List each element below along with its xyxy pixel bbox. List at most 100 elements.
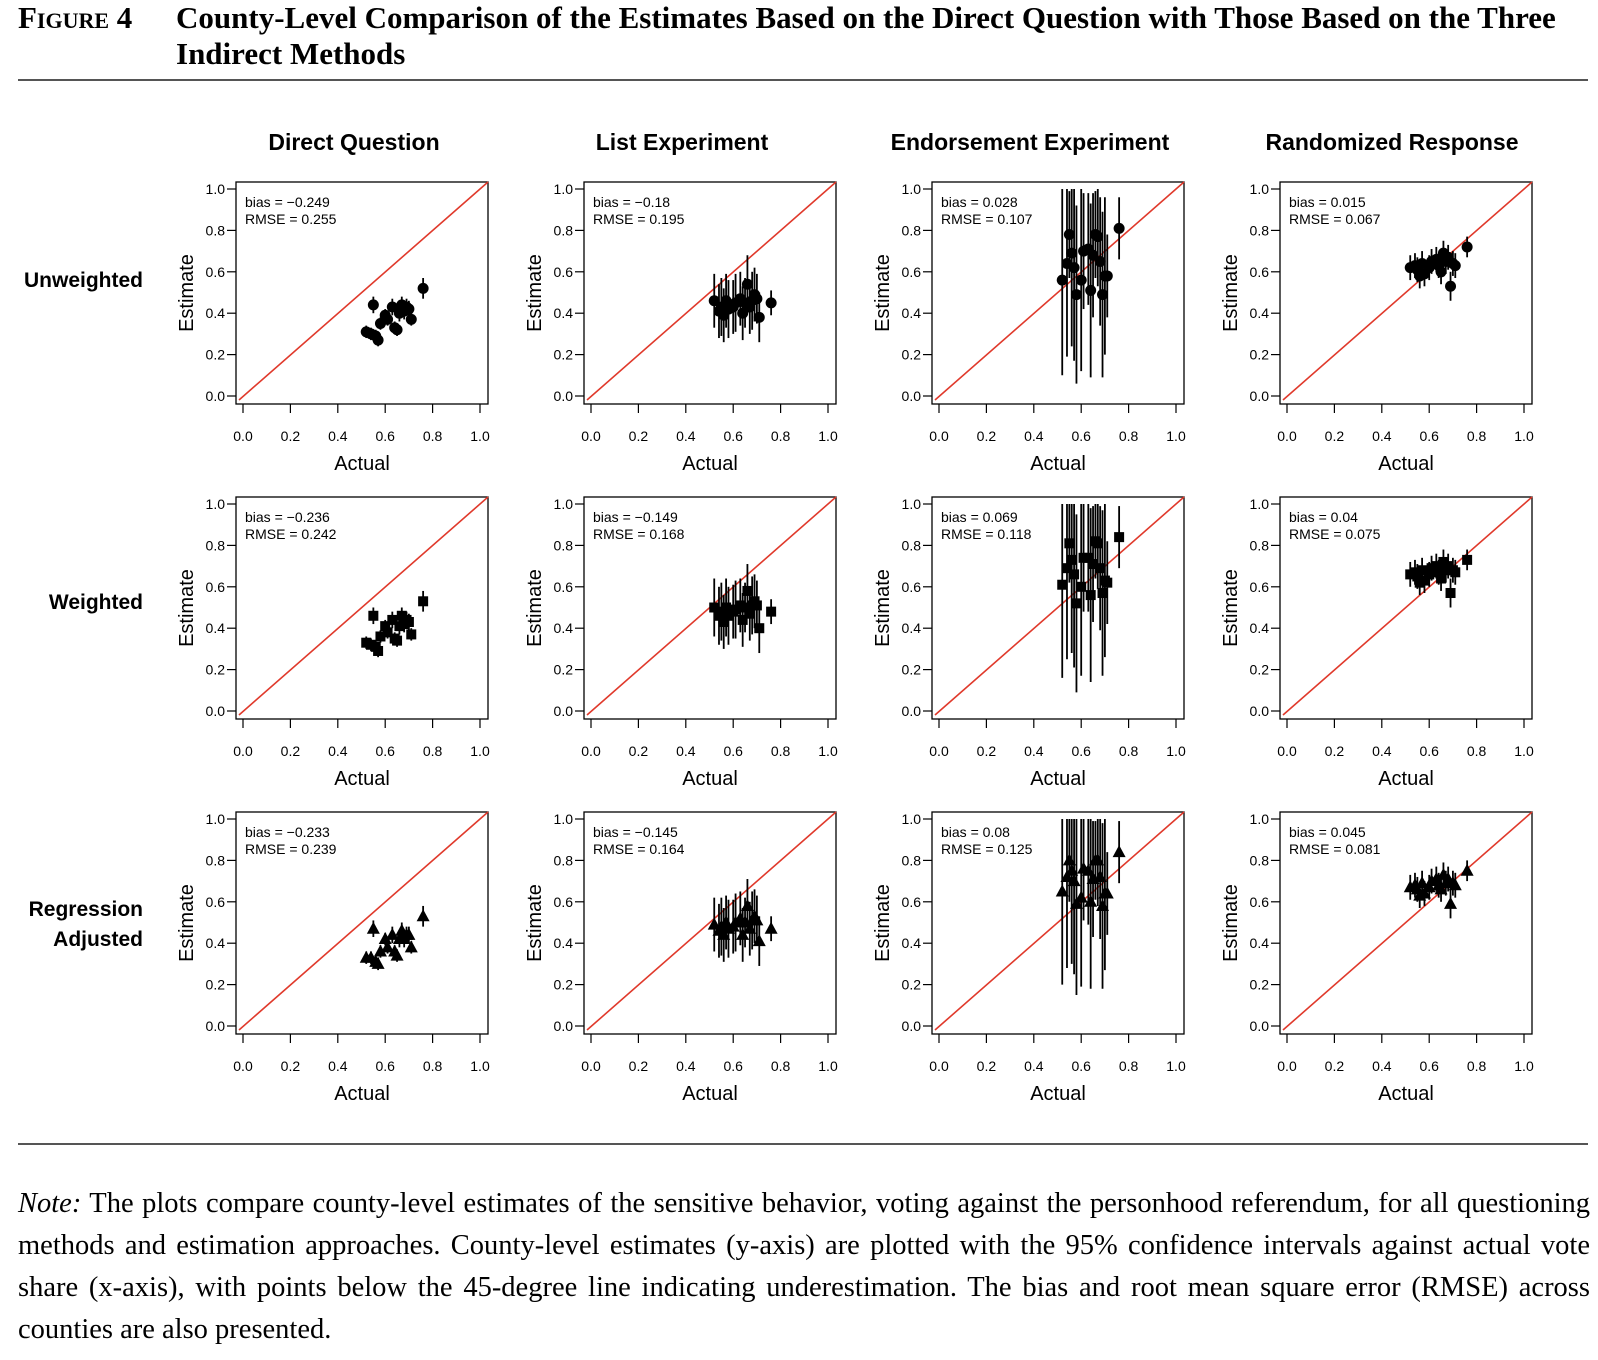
- data-point: [1064, 538, 1075, 549]
- bias-annotation: bias = −0.18: [593, 194, 670, 210]
- data-point: [1088, 559, 1099, 570]
- data-point: [417, 282, 429, 294]
- rmse-annotation: RMSE = 0.168: [593, 526, 685, 542]
- bias-annotation: bias = 0.08: [941, 824, 1010, 840]
- y-tick-label: 0.8: [1250, 222, 1270, 238]
- data-point: [709, 602, 720, 613]
- y-tick-label: 0.2: [206, 977, 226, 993]
- y-tick-label: 1.0: [554, 496, 574, 512]
- data-point: [1066, 554, 1077, 565]
- data-point: [1417, 886, 1431, 899]
- reference-line-45: [238, 496, 489, 716]
- x-tick-label: 0.0: [233, 428, 253, 444]
- x-tick-label: 0.6: [1419, 1058, 1439, 1074]
- bias-annotation: bias = 0.04: [1289, 509, 1358, 525]
- rmse-annotation: RMSE = 0.242: [245, 526, 337, 542]
- data-point: [1114, 532, 1125, 543]
- y-tick-label: 0.4: [554, 305, 574, 321]
- x-tick-label: 0.6: [1419, 428, 1439, 444]
- y-tick-label: 0.4: [554, 935, 574, 951]
- row-label-line: Regression: [29, 898, 143, 921]
- scatter-panel: 0.0 0.0 0.2 0.2 0.4 0.4 0.6 0.6 0.8 0.8 1.0 1.0 Actu…: [524, 811, 838, 1105]
- data-point: [766, 606, 777, 617]
- y-tick-label: 0.4: [1250, 935, 1270, 951]
- rmse-annotation: RMSE = 0.255: [245, 211, 337, 227]
- row-label: Regression Adjusted: [29, 898, 143, 951]
- y-tick-label: 0.8: [206, 537, 226, 553]
- data-point: [1076, 581, 1087, 592]
- rmse-annotation: RMSE = 0.125: [941, 841, 1033, 857]
- x-tick-label: 0.2: [1325, 428, 1345, 444]
- x-tick-label: 1.0: [1166, 428, 1186, 444]
- data-point: [751, 600, 762, 611]
- y-tick-label: 0.8: [206, 222, 226, 238]
- data-point: [1450, 567, 1461, 578]
- y-tick-label: 0.8: [554, 537, 574, 553]
- y-tick-label: 0.8: [554, 852, 574, 868]
- y-tick-label: 0.4: [206, 935, 226, 951]
- bias-annotation: bias = 0.069: [941, 509, 1018, 525]
- data-point: [378, 932, 392, 945]
- y-tick-label: 0.0: [902, 703, 922, 719]
- scatter-panel: 0.0 0.0 0.2 0.2 0.4 0.4 0.6 0.6 0.8 0.8 1.0 1.0 Actu…: [872, 811, 1186, 1105]
- y-tick-label: 0.6: [206, 264, 226, 280]
- y-tick-label: 0.6: [554, 579, 574, 595]
- x-tick-label: 0.8: [771, 428, 791, 444]
- scatter-panel: 0.0 0.0 0.2 0.2 0.4 0.4 0.6 0.6 0.8 0.8 1.0 1.0 Actu…: [1220, 811, 1534, 1105]
- data-point: [373, 944, 387, 957]
- scatter-panel: 0.0 0.0 0.2 0.2 0.4 0.4 0.6 0.6 0.8 0.8 1.0 1.0 Actu…: [176, 811, 490, 1105]
- x-tick-label: 1.0: [1166, 1058, 1186, 1074]
- data-point: [366, 921, 380, 934]
- data-point: [385, 927, 399, 940]
- data-point: [752, 934, 766, 947]
- figure-note: Note: The plots compare county-level est…: [18, 1183, 1590, 1351]
- y-tick-label: 0.6: [206, 894, 226, 910]
- y-tick-label: 0.2: [902, 662, 922, 678]
- x-tick-label: 0.4: [328, 428, 348, 444]
- x-tick-label: 1.0: [1514, 743, 1534, 759]
- data-point: [375, 631, 386, 642]
- data-point: [1068, 262, 1080, 274]
- x-tick-label: 0.6: [1071, 743, 1091, 759]
- x-tick-label: 0.8: [1467, 743, 1487, 759]
- x-tick-label: 0.2: [281, 428, 301, 444]
- x-tick-label: 0.2: [629, 428, 649, 444]
- y-tick-label: 0.2: [902, 977, 922, 993]
- data-point: [1412, 571, 1423, 582]
- bias-annotation: bias = −0.145: [593, 824, 678, 840]
- row-label-line: Adjusted: [53, 928, 143, 951]
- data-point: [751, 293, 763, 305]
- y-tick-label: 0.0: [1250, 1018, 1270, 1034]
- x-tick-label: 1.0: [1514, 428, 1534, 444]
- x-tick-label: 0.6: [375, 743, 395, 759]
- data-point: [416, 909, 430, 922]
- x-tick-label: 1.0: [818, 743, 838, 759]
- data-point: [382, 627, 393, 638]
- data-point: [718, 616, 729, 627]
- y-axis-label: Estimate: [1220, 884, 1242, 962]
- data-point: [1462, 554, 1473, 565]
- rmse-annotation: RMSE = 0.081: [1289, 841, 1381, 857]
- data-point: [392, 635, 403, 646]
- data-point: [1444, 896, 1458, 909]
- reference-line-45: [1282, 811, 1533, 1031]
- y-tick-label: 0.0: [206, 703, 226, 719]
- column-header: List Experiment: [596, 129, 769, 155]
- x-tick-label: 0.8: [423, 1058, 443, 1074]
- y-tick-label: 0.0: [1250, 388, 1270, 404]
- x-tick-label: 1.0: [1514, 1058, 1534, 1074]
- x-tick-label: 0.0: [1277, 428, 1297, 444]
- x-tick-label: 0.8: [771, 743, 791, 759]
- data-point: [1436, 573, 1447, 584]
- plot-frame: [931, 181, 1185, 405]
- plot-frame: [931, 496, 1185, 720]
- x-tick-label: 0.6: [723, 1058, 743, 1074]
- bottom-rule: [18, 1143, 1588, 1145]
- bias-annotation: bias = 0.028: [941, 194, 1018, 210]
- data-point: [753, 311, 765, 323]
- data-point: [1417, 565, 1428, 576]
- y-tick-label: 0.2: [1250, 347, 1270, 363]
- x-axis-label: Actual: [334, 453, 390, 475]
- y-axis-label: Estimate: [872, 569, 894, 647]
- x-axis-label: Actual: [334, 1083, 390, 1105]
